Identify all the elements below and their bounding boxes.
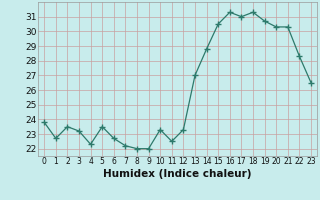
X-axis label: Humidex (Indice chaleur): Humidex (Indice chaleur) bbox=[103, 169, 252, 179]
